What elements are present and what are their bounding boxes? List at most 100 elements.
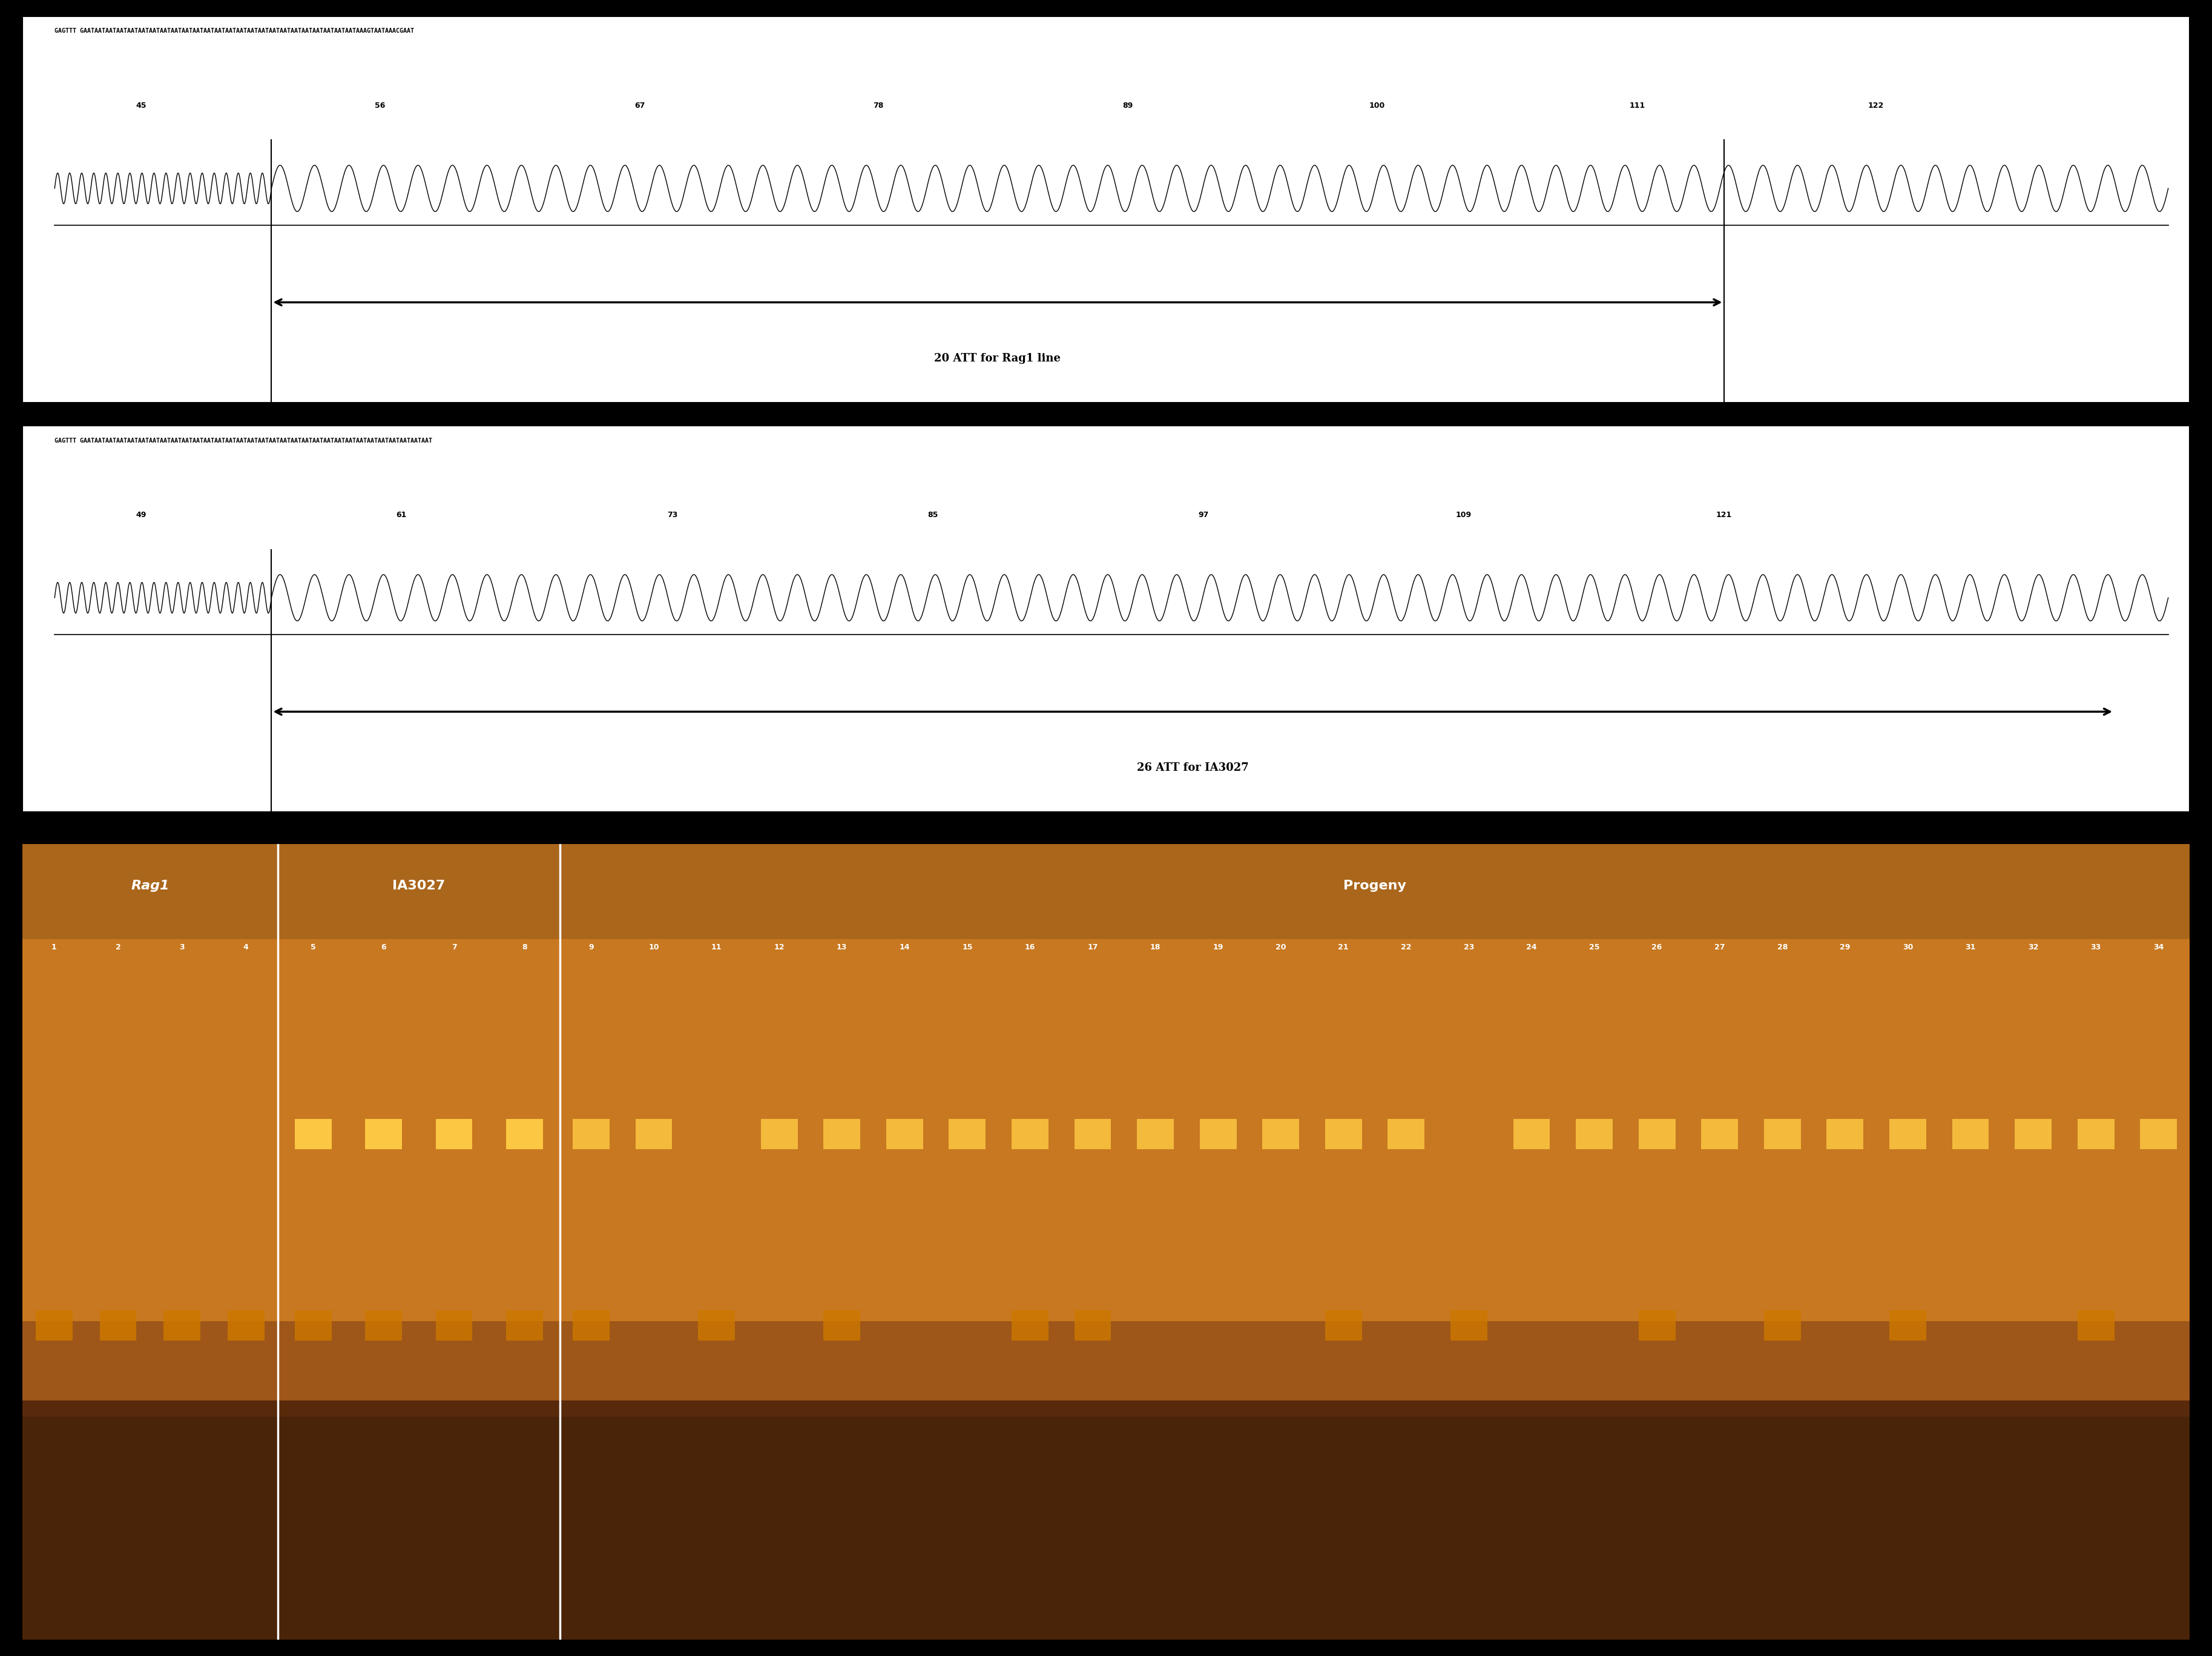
- Text: 20: 20: [1276, 944, 1285, 951]
- Bar: [1263, 1119, 1298, 1149]
- Text: 13: 13: [836, 944, 847, 951]
- Bar: [699, 1310, 734, 1340]
- Text: 26 ATT for IA3027: 26 ATT for IA3027: [1137, 762, 1248, 773]
- Bar: [761, 1119, 799, 1149]
- Text: 27: 27: [1714, 944, 1725, 951]
- Bar: [164, 1310, 201, 1340]
- Bar: [823, 1310, 860, 1340]
- Text: 23: 23: [1464, 944, 1473, 951]
- Text: GAGTTT GAATAATAATAATAATAATAATAATAATAATAATAATAATAATAATAATAATAATAATAATAATAATAATAAT: GAGTTT GAATAATAATAATAATAATAATAATAATAATAA…: [55, 437, 431, 444]
- Bar: [228, 1310, 265, 1340]
- Text: 1: 1: [51, 944, 58, 951]
- Bar: [1011, 1310, 1048, 1340]
- Bar: [2077, 1119, 2115, 1149]
- Text: 33: 33: [2090, 944, 2101, 951]
- Bar: [949, 1119, 987, 1149]
- Bar: [1325, 1119, 1363, 1149]
- Text: 9: 9: [588, 944, 593, 951]
- Text: 21: 21: [1338, 944, 1349, 951]
- Text: 24: 24: [1526, 944, 1537, 951]
- Text: 122: 122: [1867, 101, 1882, 109]
- Text: 29: 29: [1840, 944, 1849, 951]
- Text: 31: 31: [1964, 944, 1975, 951]
- Bar: [294, 1310, 332, 1340]
- Text: 45: 45: [137, 101, 146, 109]
- Text: 26: 26: [1652, 944, 1661, 951]
- Text: IA3027: IA3027: [392, 879, 445, 893]
- Bar: [22, 1321, 2190, 1416]
- Bar: [1137, 1119, 1175, 1149]
- Text: 22: 22: [1400, 944, 1411, 951]
- Bar: [1513, 1119, 1551, 1149]
- Text: 7: 7: [451, 944, 456, 951]
- Bar: [35, 1310, 73, 1340]
- Text: 5: 5: [310, 944, 316, 951]
- Bar: [2139, 1119, 2177, 1149]
- Bar: [365, 1119, 403, 1149]
- Text: 14: 14: [900, 944, 909, 951]
- Text: 28: 28: [1776, 944, 1787, 951]
- Text: 4: 4: [243, 944, 248, 951]
- Text: 12: 12: [774, 944, 785, 951]
- Bar: [22, 845, 2190, 939]
- Text: 49: 49: [137, 510, 146, 518]
- Bar: [436, 1310, 473, 1340]
- Bar: [1325, 1310, 1363, 1340]
- Text: 15: 15: [962, 944, 973, 951]
- Bar: [1827, 1119, 1863, 1149]
- Bar: [1951, 1119, 1989, 1149]
- Text: 34: 34: [2152, 944, 2163, 951]
- Bar: [100, 1310, 137, 1340]
- Text: 73: 73: [668, 510, 677, 518]
- Text: 20 ATT for Rag1 line: 20 ATT for Rag1 line: [933, 353, 1062, 364]
- Text: 100: 100: [1369, 101, 1385, 109]
- Text: 16: 16: [1024, 944, 1035, 951]
- Text: Rag1: Rag1: [131, 879, 170, 893]
- Bar: [1387, 1119, 1425, 1149]
- Bar: [1075, 1310, 1110, 1340]
- Bar: [1763, 1310, 1801, 1340]
- Text: 2: 2: [115, 944, 122, 951]
- Text: 6: 6: [380, 944, 387, 951]
- Text: 56: 56: [374, 101, 385, 109]
- Bar: [1701, 1119, 1739, 1149]
- Bar: [22, 1401, 2190, 1639]
- Text: GAGTTT GAATAATAATAATAATAATAATAATAATAATAATAATAATAATAATAATAATAATAATAATAATAATAATAAT: GAGTTT GAATAATAATAATAATAATAATAATAATAATAA…: [55, 28, 414, 35]
- Text: 25: 25: [1588, 944, 1599, 951]
- Bar: [823, 1119, 860, 1149]
- Text: 78: 78: [874, 101, 883, 109]
- Bar: [294, 1119, 332, 1149]
- Bar: [573, 1119, 611, 1149]
- Bar: [1763, 1119, 1801, 1149]
- Bar: [1451, 1310, 1486, 1340]
- Bar: [2077, 1310, 2115, 1340]
- Text: 121: 121: [1717, 510, 1732, 518]
- Text: 32: 32: [2028, 944, 2039, 951]
- Text: 18: 18: [1150, 944, 1161, 951]
- Bar: [1075, 1119, 1110, 1149]
- Bar: [1199, 1119, 1237, 1149]
- Bar: [436, 1119, 473, 1149]
- Text: 19: 19: [1212, 944, 1223, 951]
- Bar: [507, 1119, 542, 1149]
- Text: 111: 111: [1630, 101, 1646, 109]
- Text: 8: 8: [522, 944, 526, 951]
- Bar: [507, 1310, 542, 1340]
- Text: 3: 3: [179, 944, 184, 951]
- Text: 17: 17: [1088, 944, 1097, 951]
- Bar: [573, 1310, 611, 1340]
- Bar: [1011, 1119, 1048, 1149]
- Text: 85: 85: [927, 510, 938, 518]
- Bar: [1575, 1119, 1613, 1149]
- Text: 10: 10: [648, 944, 659, 951]
- Bar: [635, 1119, 672, 1149]
- Text: 89: 89: [1121, 101, 1133, 109]
- Text: 67: 67: [635, 101, 646, 109]
- Text: 61: 61: [396, 510, 407, 518]
- Text: Progeny: Progeny: [1343, 879, 1407, 893]
- Bar: [2015, 1119, 2051, 1149]
- Text: 109: 109: [1455, 510, 1471, 518]
- Text: 11: 11: [712, 944, 721, 951]
- Text: 30: 30: [1902, 944, 1913, 951]
- Bar: [887, 1119, 922, 1149]
